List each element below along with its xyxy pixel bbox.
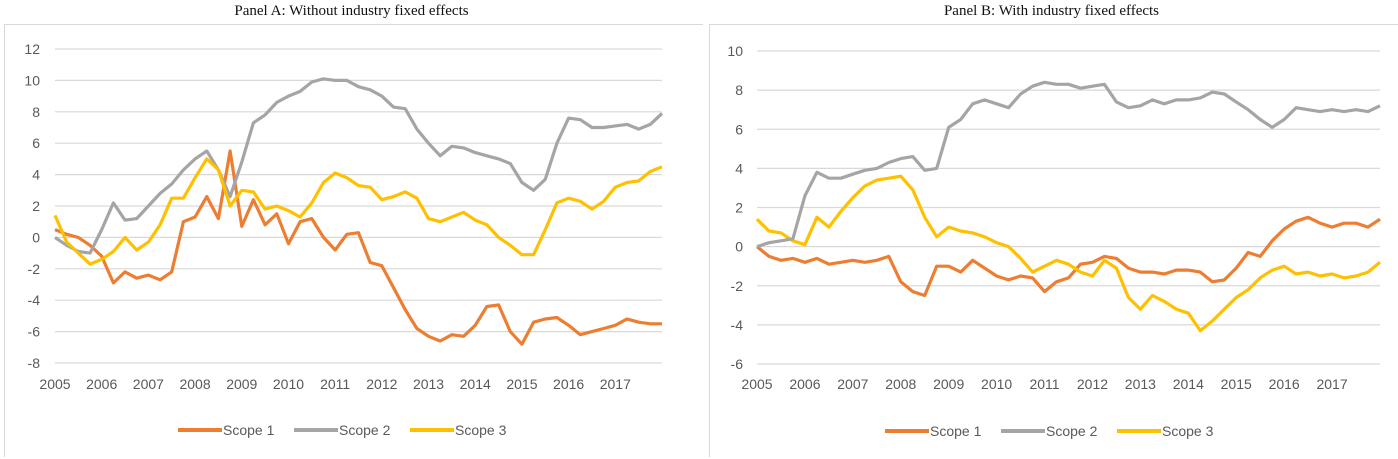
y-tick-label: 0 [32,229,40,245]
y-tick-label: -6 [28,324,41,340]
legend-label: Scope 2 [339,422,391,438]
series-line-scope-3 [53,157,663,266]
x-tick-label: 2007 [133,376,164,392]
y-tick-label: 10 [24,72,40,88]
y-tick-label: -4 [28,292,41,308]
series-line-scope-1 [54,149,662,346]
y-tick-label: -2 [28,261,41,277]
x-tick-label: 2014 [1173,376,1204,392]
legend-label: Scope 1 [930,423,982,439]
panel-b: Panel B: With industry fixed effects -6-… [705,0,1398,459]
x-tick-label: 2009 [226,376,257,392]
panel-b-title: Panel B: With industry fixed effects [943,3,1160,19]
x-tick-label: 2006 [86,376,117,392]
x-tick-label: 2014 [460,376,491,392]
y-tick-label: -8 [28,355,41,371]
y-tick-label: 8 [32,104,40,120]
x-tick-label: 2008 [885,376,916,392]
series-line-scope-3 [755,174,1382,333]
x-tick-label: 2012 [366,376,397,392]
x-tick-label: 2006 [789,376,820,392]
y-tick-label: 8 [735,82,743,98]
panel-b-frame [709,24,1398,457]
x-tick-label: 2017 [600,376,631,392]
x-tick-label: 2005 [39,376,70,392]
x-tick-label: 2005 [741,376,772,392]
legend-label: Scope 3 [455,422,507,438]
y-tick-label: 12 [24,41,40,57]
panel-b-chart: -6 -4 -2 0 2 4 6 8 10 2005 2006 2007 2008 2009 2010 201… [727,43,1382,439]
panel-a: Panel A: Without industry fixed effects … [4,3,703,457]
y-tick-label: 6 [32,135,40,151]
y-tick-label: 4 [735,160,743,176]
y-tick-label: 0 [735,239,743,255]
y-tick-label: 4 [32,167,40,183]
panel-a-chart: -8 -6 -4 -2 0 2 4 6 8 10 12 2005 2006 2007 2008 2009 201… [24,41,664,438]
y-tick-label: 6 [735,121,743,137]
x-tick-label: 2011 [1029,376,1059,392]
y-tick-label: -4 [731,317,744,333]
y-tick-label: 2 [735,200,743,216]
y-tick-label: -6 [731,356,744,372]
x-tick-label: 2012 [1077,376,1108,392]
x-tick-label: 2016 [1269,376,1300,392]
legend-label: Scope 2 [1046,423,1098,439]
x-tick-label: 2015 [506,376,537,392]
x-tick-label: 2016 [553,376,584,392]
panel-a-title: Panel A: Without industry fixed effects [234,3,469,19]
x-tick-label: 2013 [1125,376,1156,392]
y-tick-label: 10 [727,43,743,59]
x-tick-label: 2008 [179,376,210,392]
x-tick-label: 2007 [837,376,868,392]
x-tick-label: 2010 [981,376,1012,392]
y-tick-label: 2 [32,198,40,214]
x-tick-label: 2015 [1221,376,1252,392]
series-line-scope-2 [756,80,1381,249]
x-tick-label: 2011 [320,376,350,392]
y-tick-label: -2 [731,278,744,294]
x-tick-label: 2010 [273,376,304,392]
series-line-scope-1 [755,215,1381,298]
x-tick-label: 2013 [413,376,444,392]
series-line-scope-2 [54,77,664,255]
legend-label: Scope 3 [1162,423,1214,439]
x-tick-label: 2017 [1316,376,1347,392]
x-tick-label: 2009 [933,376,964,392]
panel-a-frame [4,24,703,457]
legend-label: Scope 1 [223,422,275,438]
